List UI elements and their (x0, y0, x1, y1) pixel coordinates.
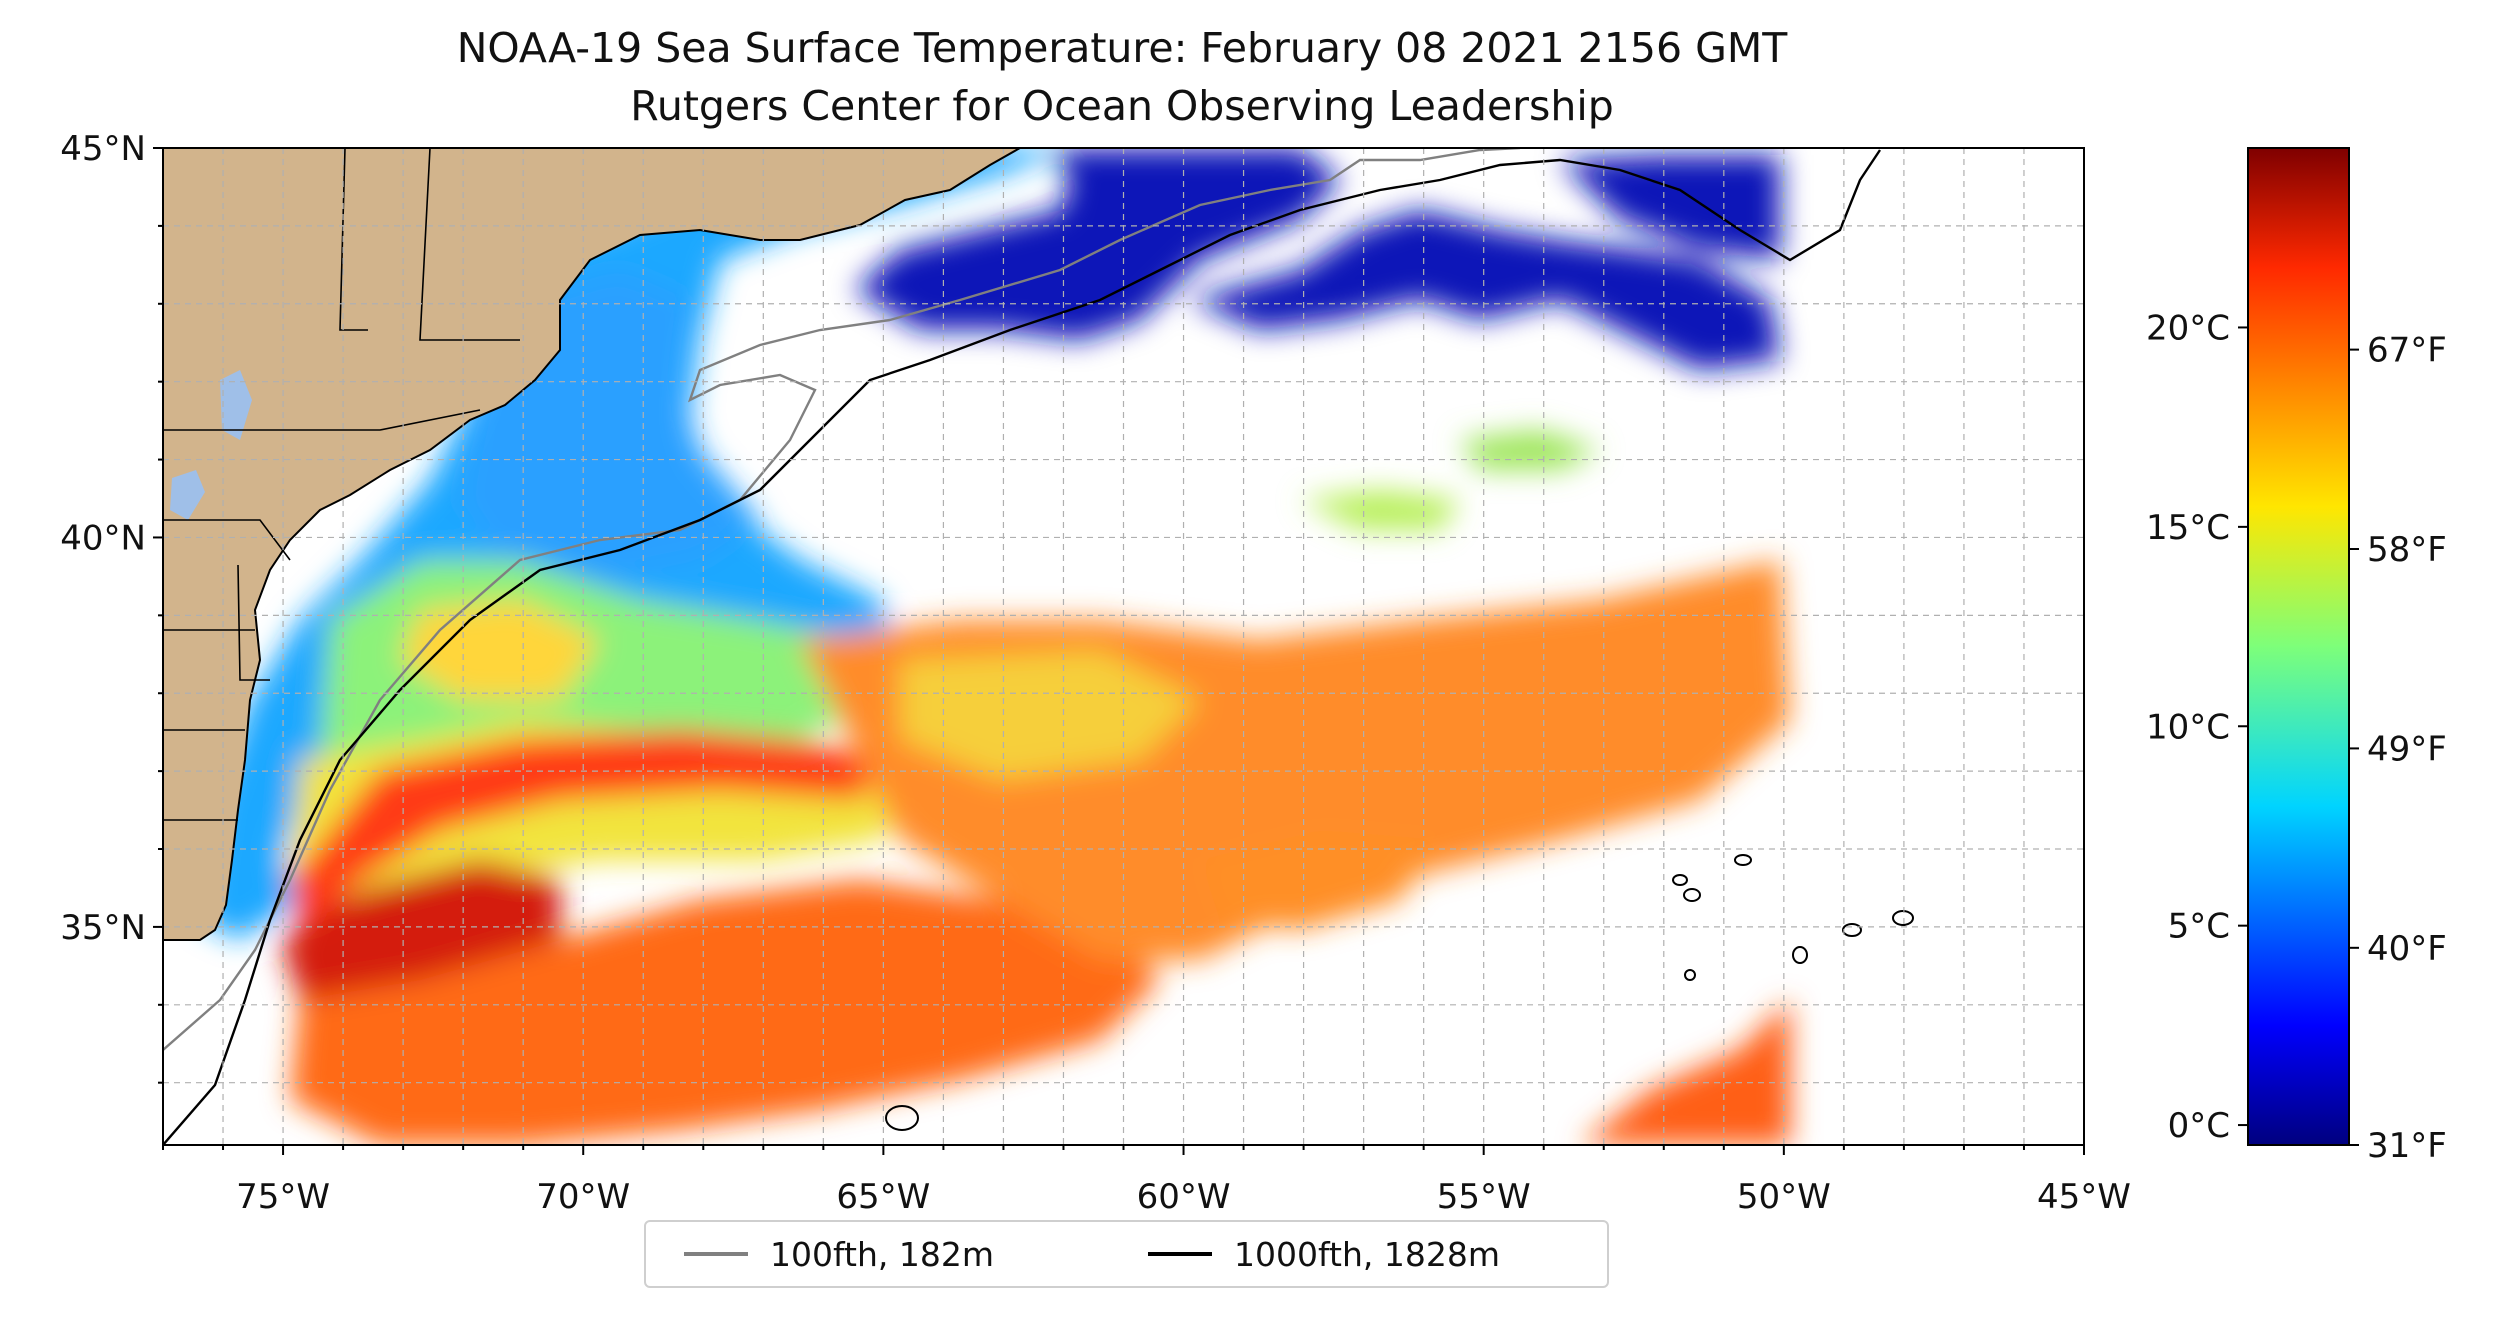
lon-tick-label: 45°W (2037, 1177, 2131, 1217)
colorbar-celsius-label: 15°C (2146, 508, 2230, 548)
isobath-100fth (163, 148, 1521, 1051)
lon-tick-label: 50°W (1737, 1177, 1831, 1217)
colorbar-fahrenheit-ticks: 31°F 40°F 49°F 58°F 67°F (2349, 331, 2447, 1166)
seamount-contours (885, 854, 1914, 1131)
map-layers (163, 148, 2084, 1145)
lon-tick-label: 70°W (536, 1177, 630, 1217)
colorbar-fahrenheit-label: 40°F (2367, 929, 2447, 969)
colorbar-celsius-ticks: 0°C 5°C 10°C 15°C 20°C (2146, 308, 2248, 1146)
state-borders (163, 148, 520, 821)
legend-swatch-1000fth (1148, 1252, 1212, 1256)
legend: 100fth, 182m 1000fth, 1828m (644, 1220, 1609, 1288)
latitude-axis: 45°N 40°N 35°N (60, 129, 163, 1084)
lake (220, 370, 252, 440)
colorbar-celsius-label: 20°C (2146, 308, 2230, 348)
lon-tick-label: 75°W (236, 1177, 330, 1217)
longitude-axis: 75°W 70°W 65°W 60°W 55°W 50°W 45°W (162, 1145, 2131, 1217)
lat-tick-label: 45°N (60, 129, 146, 169)
isobath-1000fth (163, 149, 1881, 1145)
colorbar-celsius-label: 5°C (2168, 907, 2230, 947)
figure-title: NOAA-19 Sea Surface Temperature: Februar… (456, 24, 1788, 72)
colorbar-celsius-label: 10°C (2146, 707, 2230, 747)
lon-tick-label: 60°W (1137, 1177, 1231, 1217)
figure-subtitle: Rutgers Center for Ocean Observing Leade… (630, 82, 1614, 130)
colorbar-fahrenheit-label: 49°F (2367, 729, 2447, 769)
legend-entry-100fth: 100fth, 182m (684, 1222, 994, 1286)
colorbar-fahrenheit-label: 67°F (2367, 331, 2447, 371)
colorbar-celsius-label: 0°C (2168, 1106, 2230, 1146)
colorbar-fahrenheit-label: 58°F (2367, 530, 2447, 570)
legend-entry-1000fth: 1000fth, 1828m (1148, 1222, 1500, 1286)
land-mass (163, 148, 1023, 941)
lat-tick-label: 35°N (60, 908, 146, 948)
lon-tick-label: 65°W (836, 1177, 930, 1217)
lake (170, 470, 205, 520)
lat-tick-label: 40°N (60, 518, 146, 558)
legend-swatch-100fth (684, 1252, 748, 1256)
colorbar-fahrenheit-label: 31°F (2367, 1126, 2447, 1166)
lon-tick-label: 55°W (1437, 1177, 1531, 1217)
legend-label-100fth: 100fth, 182m (770, 1234, 994, 1274)
legend-label-1000fth: 1000fth, 1828m (1234, 1234, 1500, 1274)
gridlines (163, 148, 2084, 1145)
colorbar (2247, 147, 2350, 1146)
